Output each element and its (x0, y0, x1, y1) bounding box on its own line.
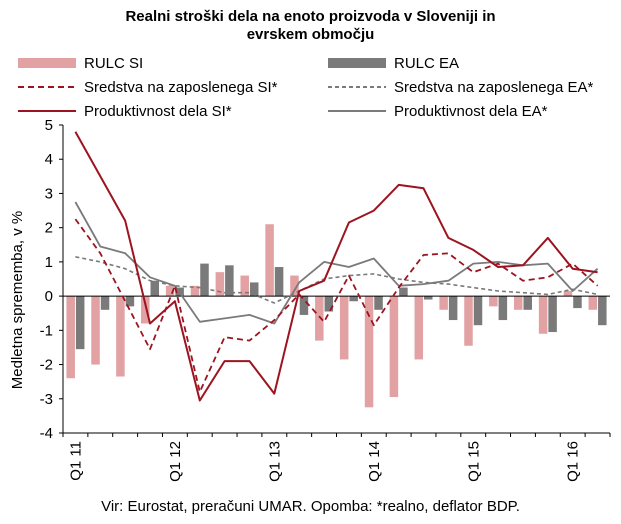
bar-rulc-si (165, 285, 175, 297)
line-produktivnost-ea (74, 201, 599, 325)
legend: RULC SI RULC EA Sredstva na zaposlenega … (18, 54, 618, 126)
y-tick-label: 2 (45, 220, 53, 237)
line-sredstva-ea (75, 256, 598, 304)
bar-rulc-si (339, 296, 349, 360)
bar-rulc-ea (125, 296, 135, 307)
y-tick-label: 3 (45, 185, 53, 202)
bar-rulc-si (538, 296, 548, 334)
legend-label-produktivnost-ea: Produktivnost dela EA* (394, 102, 548, 120)
bar-rulc-si (265, 224, 274, 297)
bar-rulc-ea (324, 296, 334, 312)
legend-item-sredstva-si: Sredstva na zaposlenega SI* (18, 78, 277, 96)
legend-label-produktivnost-si: Produktivnost dela SI* (84, 102, 232, 120)
legend-item-rulc-ea: RULC EA (328, 54, 459, 72)
bar-rulc-ea (249, 282, 259, 297)
legend-item-sredstva-ea: Sredstva na zaposlenega EA* (328, 78, 593, 96)
x-tick-label: Q1 15 (465, 441, 482, 482)
bar-rulc-si (414, 296, 424, 360)
bar-rulc-ea (399, 287, 408, 297)
bar-rulc-ea (473, 296, 483, 326)
chart-title-line2: evrskem območju (246, 26, 375, 43)
bar-rulc-si (389, 296, 399, 398)
bar-rulc-ea (225, 265, 234, 297)
line-sredstva-si (74, 218, 599, 393)
x-tick-label: Q1 12 (167, 441, 184, 482)
bar-rulc-ea (200, 263, 209, 297)
bar-rulc-si (439, 296, 448, 310)
bar-rulc-ea (424, 296, 433, 300)
legend-item-rulc-si: RULC SI (18, 54, 143, 72)
y-tick-label: 0 (45, 288, 53, 305)
bar-rulc-ea (274, 267, 284, 297)
y-axis-label: Medletna sprememba, v % (9, 211, 26, 389)
footer-note: Vir: Eurostat, preračuni UMAR. Opomba: *… (101, 498, 520, 515)
y-tick-label: 4 (45, 151, 53, 168)
bar-rulc-si (116, 296, 125, 377)
legend-label-sredstva-si: Sredstva na zaposlenega SI* (84, 78, 278, 96)
chart-title: Realni stroški dela na enoto proizvoda v… (0, 8, 621, 44)
legend-swatch-produktivnost-ea (328, 110, 386, 112)
bar-rulc-ea (299, 296, 309, 315)
bar-rulc-si (91, 296, 100, 365)
legend-swatch-sredstva-ea (328, 86, 386, 88)
bar-rulc-si (489, 296, 498, 307)
legend-item-produktivnost-ea: Produktivnost dela EA* (328, 102, 547, 120)
legend-label-rulc-ea: RULC EA (394, 54, 460, 72)
legend-swatch-rulc-ea (328, 58, 386, 68)
bar-rulc-si (513, 296, 523, 310)
bar-rulc-si (315, 296, 324, 341)
bar-rulc-si (240, 275, 249, 297)
legend-label-sredstva-ea: Sredstva na zaposlenega EA* (394, 78, 594, 96)
x-tick-label: Q1 16 (565, 441, 582, 482)
bar-rulc-ea (498, 296, 508, 321)
bar-rulc-si (215, 272, 225, 297)
bar-rulc-si (364, 296, 374, 408)
bar-rulc-ea (523, 296, 532, 310)
bar-rulc-ea (573, 296, 582, 309)
y-tick-label: -3 (40, 391, 53, 408)
y-tick-label: 5 (45, 117, 53, 134)
chart-title-line1: Realni stroški dela na enoto proizvoda v… (125, 8, 496, 25)
legend-label-rulc-si: RULC SI (84, 54, 144, 72)
y-tick-label: -2 (40, 357, 53, 374)
bar-rulc-ea (448, 296, 458, 321)
bar-rulc-ea (100, 296, 110, 310)
x-tick-label: Q1 11 (67, 441, 84, 481)
bar-rulc-ea (548, 296, 557, 333)
bar-rulc-si (190, 285, 200, 297)
y-tick-label: -4 (40, 425, 53, 442)
x-tick-label: Q1 14 (366, 441, 383, 482)
bar-rulc-ea (374, 296, 383, 310)
legend-swatch-produktivnost-si (18, 110, 76, 112)
bar-rulc-si (464, 296, 473, 346)
y-tick-label: -1 (40, 322, 53, 339)
x-tick-label: Q1 13 (266, 441, 283, 482)
bar-rulc-ea (598, 296, 607, 326)
bar-rulc-ea (75, 296, 85, 350)
bar-rulc-si (66, 296, 75, 379)
legend-swatch-rulc-si (18, 58, 76, 68)
bar-rulc-ea (349, 296, 358, 302)
bar-rulc-si (563, 290, 573, 297)
bar-rulc-si (588, 296, 598, 310)
y-tick-label: 1 (45, 254, 53, 271)
legend-item-produktivnost-si: Produktivnost dela SI* (18, 102, 232, 120)
bar-rulc-si (290, 275, 299, 297)
line-produktivnost-si (74, 131, 598, 402)
bar-rulc-si (141, 296, 150, 324)
bar-rulc-ea (150, 280, 160, 297)
